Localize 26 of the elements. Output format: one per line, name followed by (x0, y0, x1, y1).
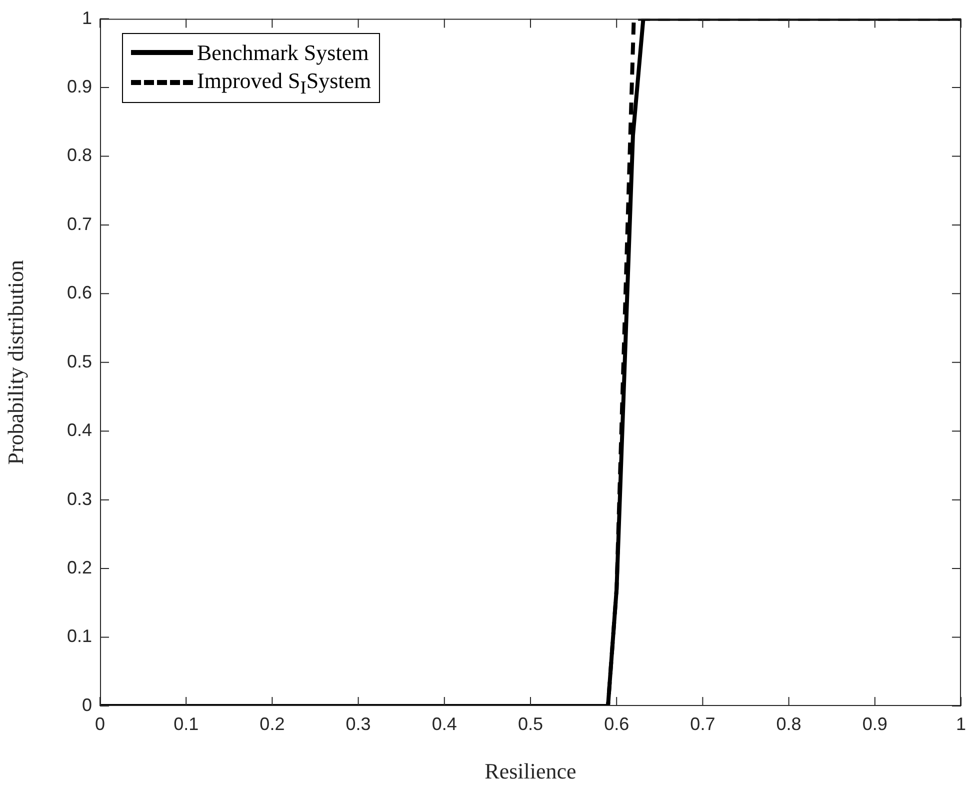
legend-label: Improved S$_{I}$System (197, 68, 372, 98)
x-tick-label: 0.3 (346, 714, 371, 734)
x-tick-label: 0.9 (862, 714, 888, 734)
y-tick-label: 0.3 (66, 488, 92, 509)
x-tick-label: 0 (94, 714, 106, 734)
x-tick-label: 1 (956, 714, 966, 734)
x-tick-label: 0.5 (518, 714, 544, 734)
y-tick-label: 0 (82, 694, 92, 715)
y-tick-label: 0.8 (66, 145, 92, 166)
y-tick-label: 0.6 (66, 282, 92, 303)
x-tick-label: 0.8 (776, 714, 802, 734)
y-tick-label: 0.4 (66, 420, 92, 440)
y-axis-title: Probability distribution (2, 260, 28, 465)
legend-label: Benchmark System (197, 40, 369, 66)
y-tick-label: 0.7 (66, 214, 92, 234)
y-tick-label: 0.9 (66, 76, 92, 96)
x-tick-label: 0.6 (604, 714, 630, 734)
x-tick-label: 0.7 (690, 714, 716, 734)
y-tick-label: 0.5 (66, 351, 92, 372)
y-tick-label: 1 (82, 8, 92, 28)
y-tick-label: 0.1 (66, 626, 92, 646)
x-axis-title: Resilience (484, 758, 576, 784)
y-tick-label: 0.2 (66, 558, 92, 578)
x-tick-label: 0.4 (432, 714, 457, 734)
x-tick-label: 0.1 (174, 714, 199, 734)
x-tick-label: 0.2 (260, 714, 285, 734)
